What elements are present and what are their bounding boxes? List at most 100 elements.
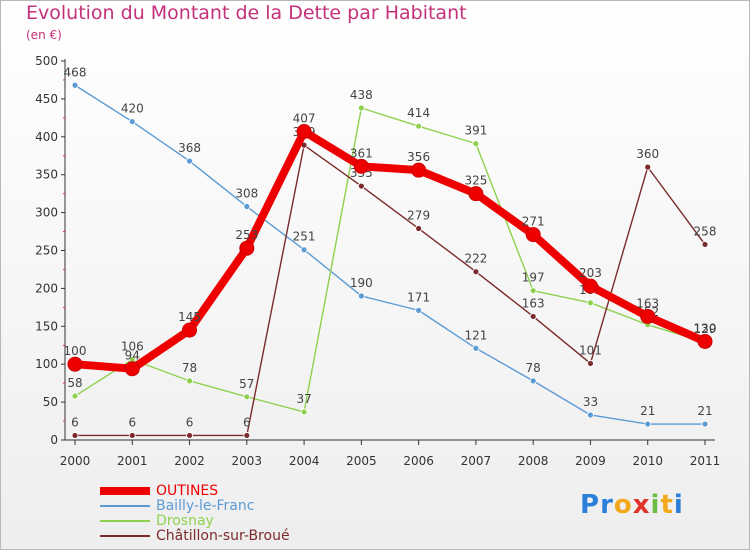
data-label: 356 [407,150,430,164]
data-label: 6 [71,415,79,429]
data-label: 308 [235,187,258,201]
data-label: 222 [464,252,487,266]
proxiti-logo: Proxiti [580,490,684,520]
data-point [529,377,537,385]
data-label: 468 [64,65,87,79]
data-label: 279 [407,209,430,223]
data-label: 6 [243,415,251,429]
data-label: 100 [64,344,87,358]
data-point [71,81,79,89]
data-label: 121 [464,328,487,342]
data-point [239,240,255,256]
data-point [124,361,140,377]
y-tick-label: 500 [35,54,58,68]
data-point [186,377,193,385]
data-label: 368 [178,141,201,155]
data-point [640,308,656,324]
series-line [75,144,706,437]
data-label: 438 [350,88,373,102]
x-tick-label: 2002 [174,454,205,468]
data-point [525,227,541,243]
data-label: 58 [67,376,82,390]
y-tick-label: 450 [35,92,58,106]
x-tick-label: 2006 [403,454,434,468]
legend-label: Drosnay [156,513,214,529]
data-point [644,163,652,171]
legend-label: Bailly-le-Franc [156,498,255,514]
data-label: 129 [694,322,717,336]
data-point [128,432,136,439]
data-point [128,118,136,126]
data-label: 163 [636,296,659,310]
data-point [186,432,193,439]
logo-letter: i [650,490,661,520]
logo-letter: t [660,490,674,520]
x-tick-label: 2005 [346,454,377,468]
data-label: 57 [239,377,254,391]
logo-letter: r [600,490,614,520]
data-point [529,313,537,320]
legend-swatch [100,487,150,495]
data-point [582,278,598,294]
data-point [415,225,423,232]
data-label: 6 [186,415,194,429]
legend-swatch [100,535,150,537]
y-tick-label: 250 [35,244,58,258]
data-label: 325 [464,174,487,188]
data-point [243,393,251,401]
data-label: 21 [697,404,712,418]
data-label: 190 [350,276,373,290]
data-point [697,333,713,349]
data-point [701,420,709,428]
x-tick-label: 2008 [518,454,549,468]
data-label: 391 [464,124,487,138]
legend-label: Châtillon-sur-Broué [156,528,290,544]
data-label: 203 [579,266,602,280]
data-label: 37 [296,392,311,406]
data-label: 251 [293,230,316,244]
data-label: 21 [640,404,655,418]
data-point [472,268,480,276]
logo-letter: P [580,490,601,520]
y-tick-label: 400 [35,130,58,144]
logo-letter: i [673,490,684,520]
series-line [74,84,705,425]
data-label: 271 [522,215,545,229]
data-point [415,122,423,130]
data-point [357,292,365,300]
data-point [243,203,251,210]
data-point [644,420,652,428]
data-point [300,408,308,416]
data-point [468,186,484,202]
data-label: 101 [579,343,602,357]
data-point [587,299,594,307]
x-tick-label: 2001 [117,454,148,468]
data-label: 253 [235,228,258,242]
series-line [74,107,706,413]
data-point [300,246,308,254]
data-label: 258 [694,224,717,238]
data-point [71,392,79,400]
y-tick-label: 0 [50,433,58,447]
data-point [472,344,480,352]
data-label: 360 [636,147,659,161]
data-point [182,322,198,338]
data-label: 78 [526,361,541,375]
x-tick-label: 2003 [232,454,263,468]
data-point [353,158,369,174]
legend-label: OUTINES [156,483,219,499]
data-label: 33 [583,395,598,409]
data-point [243,432,251,439]
data-point [587,411,594,419]
data-label: 361 [350,146,373,160]
legend-swatch [100,520,150,522]
data-point [71,432,79,439]
logo-letter: o [613,490,633,520]
data-point [587,360,594,367]
logo-letter: x [632,490,651,520]
data-point [701,241,709,248]
data-point [529,287,537,295]
data-point [357,104,365,112]
data-point [411,162,427,178]
